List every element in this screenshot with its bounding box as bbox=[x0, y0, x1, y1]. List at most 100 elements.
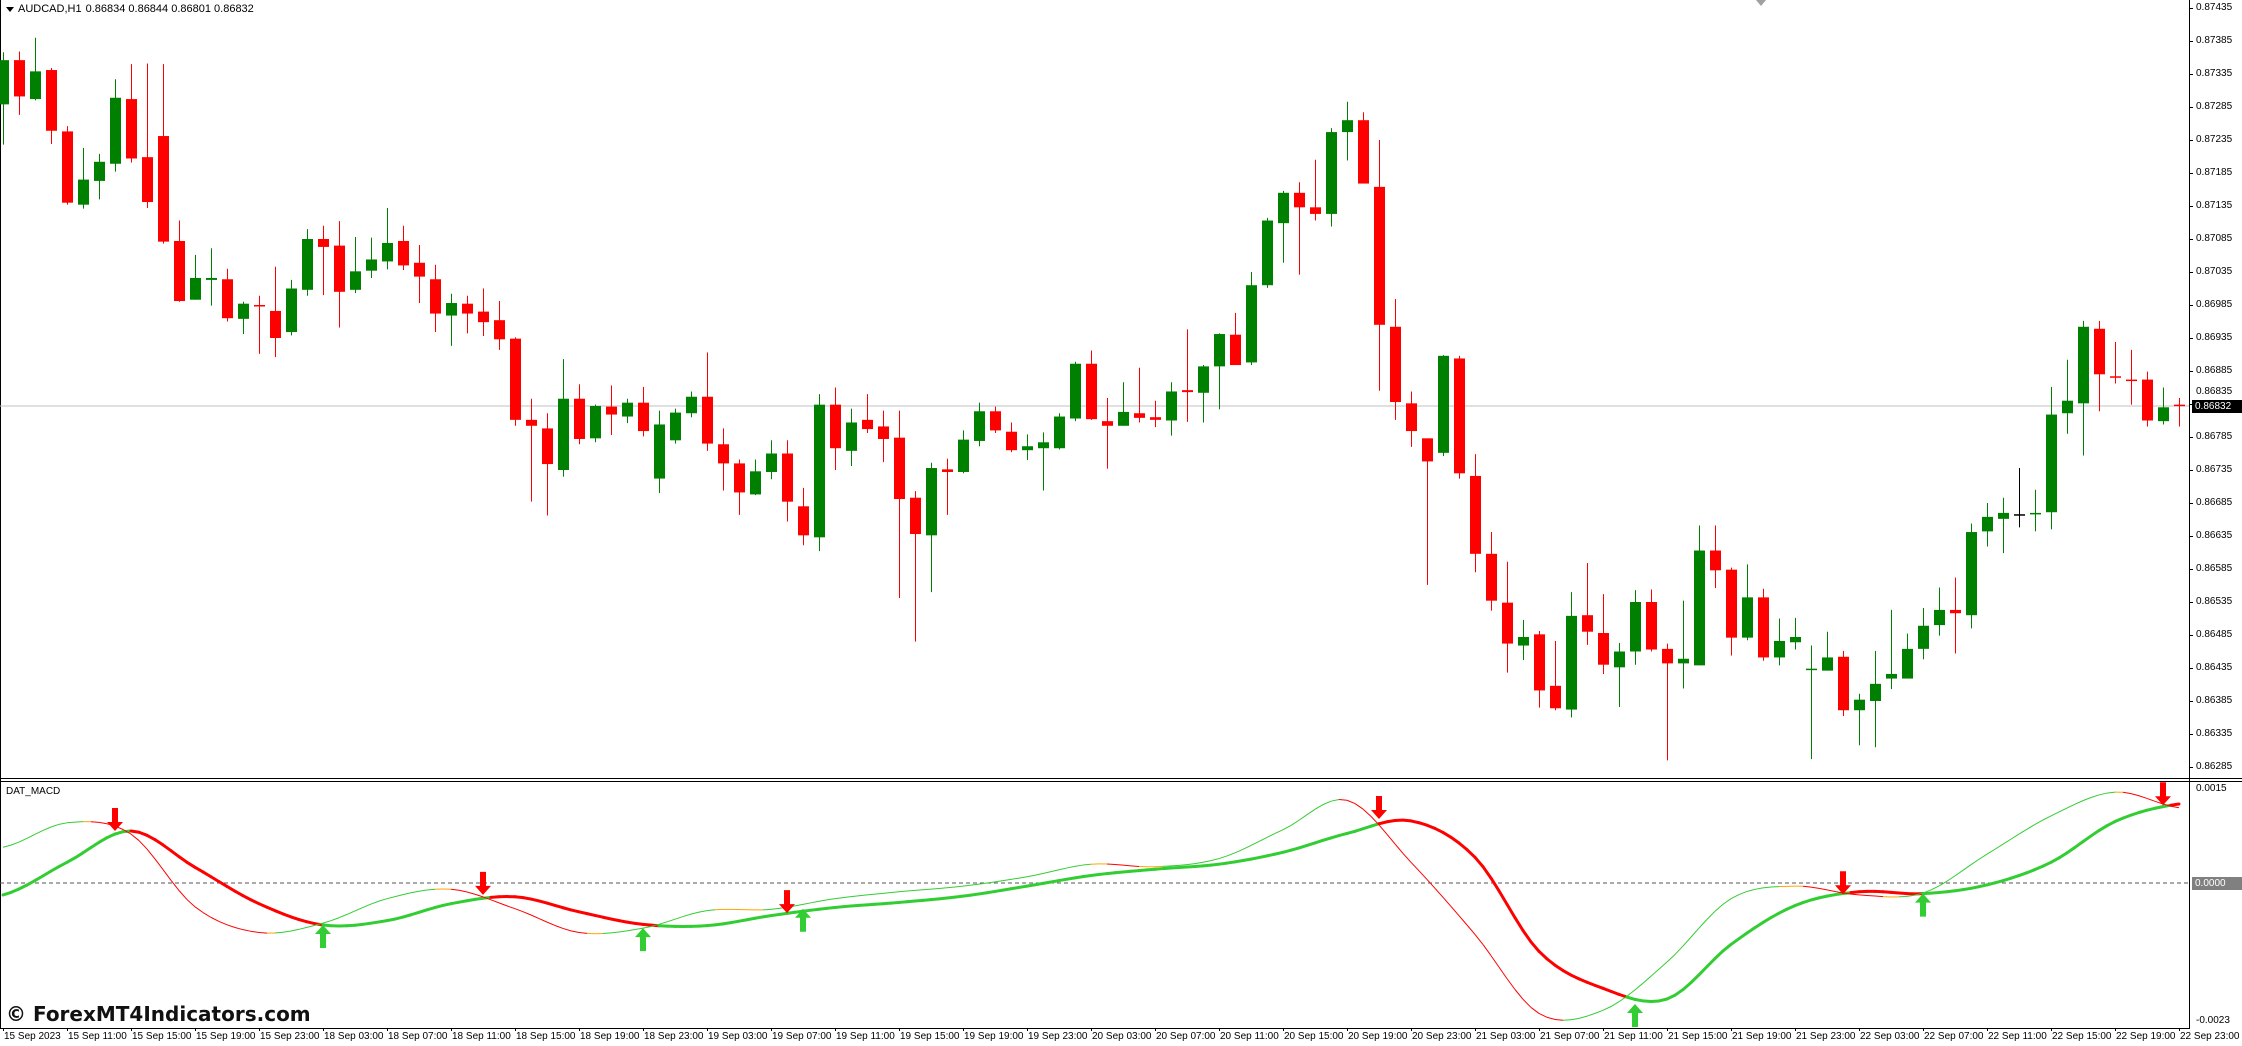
candle bbox=[1230, 312, 1241, 366]
candle-body bbox=[1790, 636, 1801, 643]
price-tick bbox=[2189, 470, 2193, 471]
candle bbox=[366, 237, 377, 278]
macd-line-segment bbox=[866, 893, 876, 896]
price-label: 0.87385 bbox=[2196, 35, 2233, 46]
candle bbox=[1710, 525, 1721, 589]
macd-signal-segment bbox=[25, 879, 37, 887]
macd-line-segment bbox=[2090, 794, 2100, 798]
candle bbox=[1038, 432, 1049, 491]
candle bbox=[46, 68, 57, 144]
macd-line-segment bbox=[530, 914, 540, 920]
candle-body bbox=[222, 279, 233, 319]
macd-signal-segment bbox=[1553, 963, 1565, 973]
candle-body bbox=[30, 71, 41, 100]
macd-line-segment bbox=[202, 912, 212, 918]
panel-separator[interactable] bbox=[0, 778, 2242, 779]
macd-line-segment bbox=[322, 920, 332, 924]
candle-body bbox=[1022, 446, 1033, 451]
candle bbox=[1134, 367, 1145, 423]
macd-signal-segment bbox=[169, 849, 181, 859]
candle bbox=[382, 207, 393, 270]
macd-signal-segment bbox=[2081, 834, 2093, 844]
candle-body bbox=[878, 426, 889, 439]
chart-shift-marker-icon[interactable] bbox=[1756, 0, 1766, 6]
macd-signal-segment bbox=[57, 860, 69, 869]
price-tick bbox=[2189, 272, 2193, 273]
time-label: 22 Sep 23:00 bbox=[2180, 1031, 2240, 1042]
candle-body bbox=[1502, 602, 1513, 644]
candle-body bbox=[1230, 334, 1241, 366]
macd-line-segment bbox=[1418, 870, 1428, 880]
candle-body bbox=[1518, 636, 1529, 646]
macd-line-segment bbox=[1466, 924, 1476, 935]
candle bbox=[494, 301, 505, 350]
macd-line-segment bbox=[90, 821, 100, 823]
candle bbox=[1182, 329, 1193, 422]
time-tick bbox=[963, 1028, 964, 1031]
candle bbox=[526, 398, 537, 502]
macd-line-segment bbox=[1690, 927, 1700, 938]
candle-body bbox=[1102, 421, 1113, 426]
candle bbox=[2094, 320, 2105, 412]
macd-line-segment bbox=[906, 889, 916, 892]
time-tick bbox=[1603, 1028, 1604, 1031]
price-label: 0.86485 bbox=[2196, 629, 2233, 640]
candle bbox=[1870, 650, 1881, 748]
time-tick bbox=[579, 1028, 580, 1031]
time-tick bbox=[1155, 1028, 1156, 1031]
macd-line-segment bbox=[378, 898, 388, 902]
candle-body bbox=[1870, 683, 1881, 701]
candle-body bbox=[1438, 355, 1449, 453]
macd-chart[interactable] bbox=[0, 782, 2190, 1028]
time-label: 21 Sep 07:00 bbox=[1540, 1031, 1600, 1042]
macd-line-segment bbox=[1330, 799, 1340, 802]
macd-line-segment bbox=[162, 869, 172, 881]
time-label: 15 Sep 11:00 bbox=[68, 1031, 127, 1042]
price-tick bbox=[2189, 536, 2193, 537]
macd-line-segment bbox=[2, 844, 12, 848]
macd-line-segment bbox=[618, 930, 628, 933]
indicator-name: DAT_MACD bbox=[6, 786, 61, 797]
macd-line-segment bbox=[146, 848, 156, 860]
candle bbox=[1806, 645, 1817, 760]
candle-body bbox=[1118, 411, 1129, 426]
macd-line-segment bbox=[1258, 836, 1268, 842]
candle-body bbox=[974, 411, 985, 441]
candle-body bbox=[1214, 334, 1225, 367]
macd-signal-segment bbox=[33, 874, 45, 883]
chart-menu-triangle-icon[interactable] bbox=[6, 6, 14, 12]
time-label: 18 Sep 19:00 bbox=[580, 1031, 640, 1042]
price-chart[interactable] bbox=[0, 0, 2190, 778]
candle bbox=[398, 225, 409, 271]
macd-line-segment bbox=[26, 833, 36, 839]
candle-body bbox=[990, 411, 1001, 431]
candle bbox=[1262, 217, 1273, 288]
candle bbox=[1758, 588, 1769, 661]
time-label: 21 Sep 15:00 bbox=[1668, 1031, 1728, 1042]
candle bbox=[638, 386, 649, 437]
macd-line-segment bbox=[562, 927, 572, 932]
candle-body bbox=[926, 468, 937, 536]
macd-line-segment bbox=[538, 918, 548, 923]
candle bbox=[334, 221, 345, 328]
candle bbox=[222, 268, 233, 322]
time-tick bbox=[2179, 1028, 2180, 1031]
time-tick bbox=[1347, 1028, 1348, 1031]
macd-line-segment bbox=[1378, 824, 1388, 835]
macd-line-segment bbox=[1346, 799, 1356, 805]
price-label: 0.86335 bbox=[2196, 728, 2233, 739]
candle-body bbox=[734, 463, 745, 493]
macd-signal-segment bbox=[153, 838, 165, 847]
macd-line-segment bbox=[2106, 791, 2116, 794]
candle-body bbox=[942, 469, 953, 472]
time-tick bbox=[835, 1028, 836, 1031]
macd-signal-segment bbox=[217, 880, 229, 888]
candle bbox=[14, 51, 25, 115]
macd-line-segment bbox=[1226, 852, 1236, 857]
macd-axis-zero: 0.0000 bbox=[2192, 877, 2242, 890]
price-axis-line bbox=[2189, 0, 2190, 1029]
macd-line-segment bbox=[858, 894, 868, 897]
candle-body bbox=[686, 396, 697, 414]
candle-body bbox=[702, 396, 713, 444]
macd-signal-segment bbox=[1729, 937, 1741, 946]
